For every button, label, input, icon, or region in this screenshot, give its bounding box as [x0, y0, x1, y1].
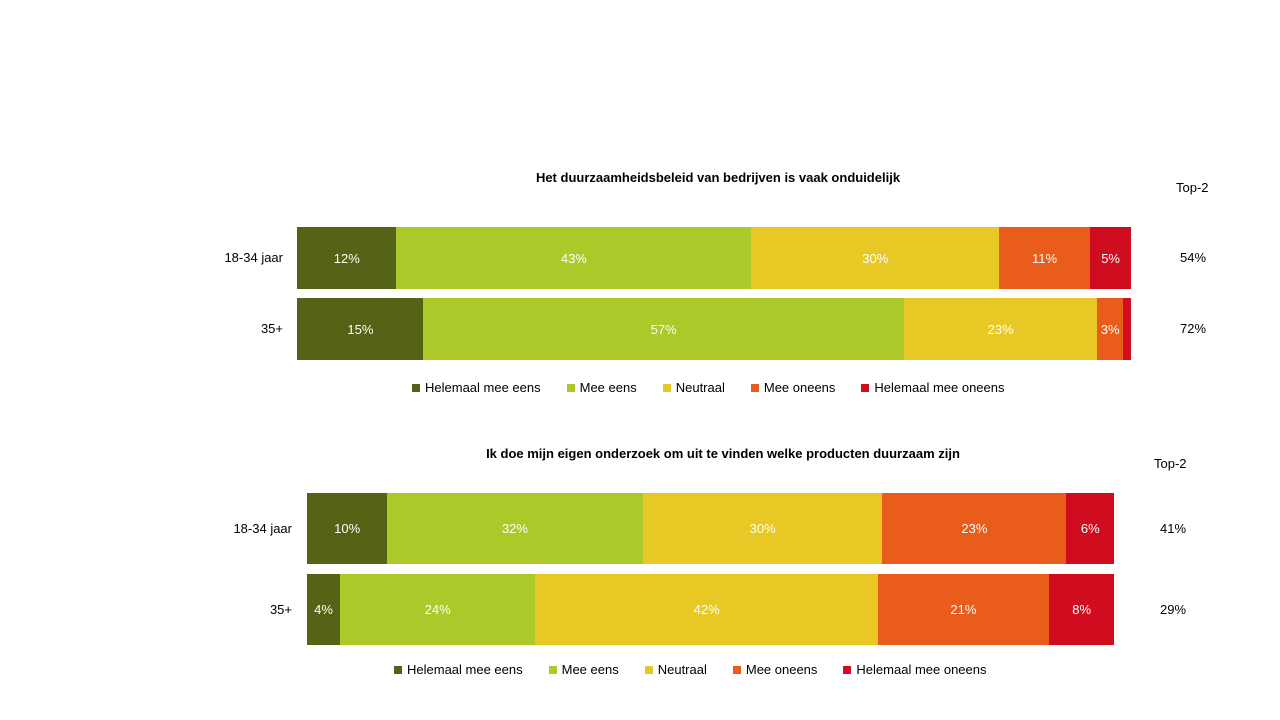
- top2-header: Top-2: [1176, 180, 1209, 195]
- legend-swatch: [861, 383, 870, 392]
- legend-label: Mee oneens: [745, 662, 818, 677]
- legend-item: Neutraal: [662, 380, 725, 395]
- data-label: 57%: [650, 321, 677, 337]
- legend-label: Mee oneens: [763, 380, 836, 395]
- legend-item: Helemaal mee oneens: [861, 380, 1005, 395]
- bar-segment-helemaal-mee-oneens: 5%: [1089, 227, 1132, 289]
- category-label: 35+: [269, 601, 292, 617]
- legend-label: Helemaal mee oneens: [856, 662, 987, 677]
- bar-segment-helemaal-mee-eens: 10%: [307, 493, 388, 564]
- bar-segment-helemaal-mee-oneens: [1122, 298, 1132, 360]
- data-label: 4%: [314, 602, 333, 617]
- legend-item: Helemaal mee oneens: [843, 662, 987, 677]
- bar-segment-neutraal: 23%: [903, 298, 1098, 360]
- bar-segment-helemaal-mee-eens: 4%: [307, 574, 341, 645]
- data-label: 42%: [693, 602, 720, 617]
- legend-label: Neutraal: [657, 662, 707, 677]
- legend-item: Mee eens: [566, 380, 637, 395]
- bar-segment-mee-oneens: 23%: [882, 493, 1067, 564]
- bar-segment-helemaal-mee-oneens: 6%: [1066, 493, 1115, 564]
- bar-segment-mee-oneens: 21%: [877, 574, 1050, 645]
- legend-label: Helemaal mee oneens: [874, 380, 1005, 395]
- bar-segment-neutraal: 42%: [535, 574, 879, 645]
- data-label: 23%: [961, 521, 988, 536]
- legend-label: Helemaal mee eens: [425, 380, 541, 395]
- top2-value: 72%: [1180, 321, 1207, 336]
- top2-value: 29%: [1160, 601, 1187, 617]
- legend-item: Helemaal mee eens: [412, 380, 541, 395]
- chart-title: Het duurzaamheidsbeleid van bedrijven is…: [535, 170, 901, 185]
- top2-value: 54%: [1180, 250, 1207, 265]
- bar-segment-neutraal: 30%: [751, 227, 1000, 289]
- legend-swatch: [732, 665, 741, 674]
- legend-swatch: [662, 383, 671, 392]
- legend: Helemaal mee eens Mee eens Neutraal Mee one…: [412, 380, 1031, 395]
- bar-segment-mee-oneens: 11%: [998, 227, 1091, 289]
- data-label: 23%: [987, 321, 1014, 337]
- bar-segment-mee-eens: 32%: [386, 493, 644, 564]
- top2-header: Top-2: [1154, 456, 1187, 471]
- bar-segment-helemaal-mee-eens: 12%: [297, 227, 397, 289]
- legend-label: Helemaal mee eens: [407, 662, 523, 677]
- legend-item: Mee oneens: [732, 662, 818, 677]
- legend-item: Helemaal mee eens: [394, 662, 523, 677]
- category-label: 35+: [260, 321, 283, 336]
- category-label: 18-34 jaar: [233, 520, 292, 536]
- data-label: 30%: [862, 250, 889, 266]
- bar-segment-mee-oneens: 3%: [1097, 298, 1124, 360]
- bar-segment-helemaal-mee-oneens: 8%: [1048, 574, 1115, 645]
- bar-segment-mee-eens: 43%: [396, 227, 752, 289]
- bar-segment-mee-eens: 57%: [423, 298, 905, 360]
- data-label: 30%: [749, 521, 776, 536]
- bar-segment-helemaal-mee-eens: 15%: [297, 298, 424, 360]
- data-label: 10%: [334, 521, 361, 536]
- legend-item: Neutraal: [644, 662, 707, 677]
- data-label: 32%: [501, 521, 528, 536]
- legend-swatch: [566, 383, 575, 392]
- legend-swatch: [843, 665, 852, 674]
- data-label: 11%: [1032, 250, 1058, 266]
- data-label: 5%: [1101, 250, 1120, 266]
- data-label: 6%: [1080, 521, 1100, 536]
- bar-segment-neutraal: 30%: [642, 493, 883, 564]
- category-label: 18-34 jaar: [224, 250, 283, 265]
- top2-value: 41%: [1160, 520, 1187, 536]
- legend-swatch: [644, 665, 653, 674]
- data-label: 8%: [1072, 602, 1092, 617]
- data-label: 15%: [347, 321, 374, 337]
- legend-label: Neutraal: [675, 380, 725, 395]
- legend-item: Mee eens: [548, 662, 619, 677]
- legend-label: Mee eens: [579, 380, 637, 395]
- data-label: 43%: [560, 250, 587, 266]
- data-label: 12%: [333, 250, 360, 266]
- data-label: 3%: [1100, 321, 1120, 337]
- data-label: 21%: [950, 602, 977, 617]
- legend: Helemaal mee eens Mee eens Neutraal Mee one…: [394, 662, 1013, 677]
- legend-swatch: [394, 665, 402, 674]
- bar-segment-mee-eens: 24%: [339, 574, 536, 645]
- legend-swatch: [412, 383, 420, 392]
- legend-item: Mee oneens: [750, 380, 836, 395]
- data-label: 24%: [424, 602, 451, 617]
- legend-swatch: [750, 383, 759, 392]
- chart-title: Ik doe mijn eigen onderzoek om uit te vi…: [486, 446, 960, 461]
- legend-swatch: [548, 665, 557, 674]
- legend-label: Mee eens: [561, 662, 619, 677]
